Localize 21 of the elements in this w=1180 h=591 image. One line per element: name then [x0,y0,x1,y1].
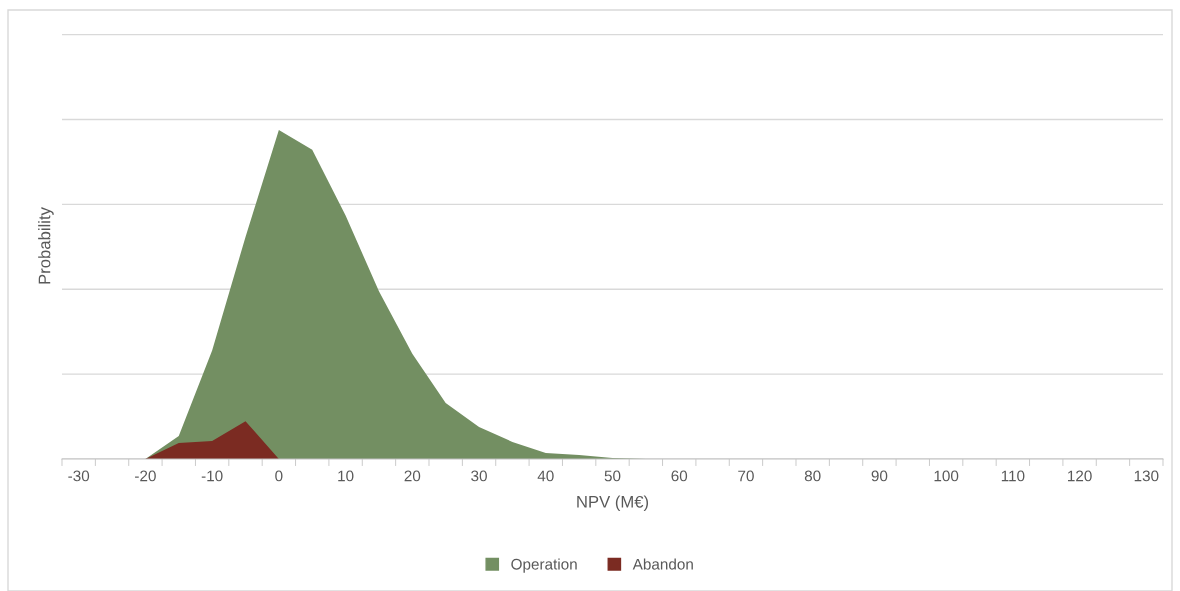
x-tick-label: 0 [275,470,283,482]
x-axis-title: NPV (M€) [577,495,649,511]
x-tick-label: 90 [871,470,888,482]
x-tick-label: 100 [934,470,959,482]
x-tick-label: 110 [1001,470,1025,482]
x-tick-label: 30 [471,470,487,482]
x-tick-label: 70 [738,470,754,482]
x-tick-label: 130 [1134,470,1159,482]
x-tick-label: 80 [804,470,821,482]
legend-label: Abandon [632,558,693,570]
x-tick-label: -30 [68,470,90,482]
x-tick-label: 120 [1068,470,1092,482]
x-tick-label: 20 [404,470,421,482]
x-tick-label: -10 [201,470,223,482]
x-tick-label: 40 [537,470,554,482]
x-tick-label: 60 [671,470,688,482]
x-tick-label: 10 [338,470,354,482]
x-tick-label: 50 [604,470,621,482]
y-axis-title: Probability [38,207,54,284]
legend-label: Operation [511,558,577,573]
x-tick-label: -20 [135,470,156,482]
